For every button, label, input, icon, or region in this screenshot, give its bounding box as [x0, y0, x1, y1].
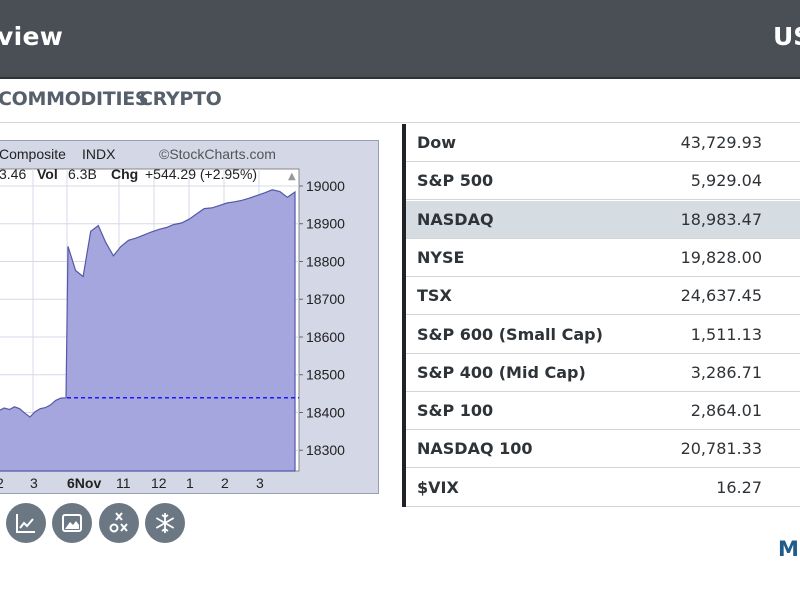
tab-crypto[interactable]: CRYPTO: [139, 88, 222, 110]
chart-watermark: ©StockCharts.com: [159, 146, 276, 162]
index-name: S&P 600 (Small Cap): [417, 324, 603, 344]
index-chart[interactable]: 19000 18900 18800 18700 18600 18500 18400 18300…: [0, 140, 379, 494]
snowflake-button[interactable]: [145, 503, 185, 543]
chart-last-fragment: 3.46: [0, 166, 26, 182]
index-row[interactable]: TSX 24,637.45: [406, 277, 800, 316]
y-tick-label: 19000: [306, 178, 345, 194]
y-tick-label: 18800: [306, 253, 345, 269]
chart-chg-value: +544.29 (+2.95%): [145, 166, 257, 182]
index-name: NYSE: [417, 247, 465, 267]
page-header: view US: [0, 0, 800, 79]
y-tick-label: 18600: [306, 329, 345, 345]
y-axis-labels: 19000 18900 18800 18700 18600 18500 18400 18300: [306, 178, 345, 458]
x-axis-labels: 236Nov1112123: [0, 475, 264, 491]
y-tick-label: 18900: [306, 216, 345, 232]
index-row[interactable]: Dow 43,729.93: [406, 124, 800, 162]
index-value: 2,864.01: [690, 401, 762, 421]
index-row[interactable]: S&P 400 (Mid Cap) 3,286.71: [406, 354, 800, 392]
y-tick-label: 18400: [306, 404, 345, 420]
line-chart-icon: [16, 514, 35, 533]
x-tick-label: 6Nov: [67, 475, 101, 491]
index-name: TSX: [417, 286, 452, 306]
chart-vol-label: Vol: [37, 166, 58, 182]
index-row[interactable]: NASDAQ 100 20,781.33: [406, 430, 800, 469]
index-value: 18,983.47: [680, 209, 762, 229]
page-title: view: [0, 22, 64, 51]
index-row[interactable]: NYSE 19,828.00: [406, 239, 800, 277]
index-value: 16.27: [716, 477, 762, 497]
index-value: 5,929.04: [690, 171, 762, 191]
index-row[interactable]: S&P 100 2,864.01: [406, 392, 800, 431]
index-value: 1,511.13: [690, 324, 762, 344]
x-tick-label: 2: [0, 475, 4, 491]
index-name: NASDAQ 100: [417, 439, 533, 459]
region-selector[interactable]: US: [773, 22, 800, 51]
x-tick-label: 3: [30, 475, 38, 491]
index-name: S&P 500: [417, 171, 494, 191]
index-value: 43,729.93: [680, 133, 762, 152]
area-chart-icon: [62, 514, 82, 532]
index-name: S&P 100: [417, 401, 494, 421]
index-name: NASDAQ: [417, 209, 494, 229]
y-tick-label: 18700: [306, 291, 345, 307]
x-tick-label: 1: [186, 475, 194, 491]
x-tick-label: 11: [116, 475, 131, 491]
tab-commodities[interactable]: COMMODITIES: [0, 88, 149, 110]
y-tick-label: 18500: [306, 367, 345, 383]
line-chart-button[interactable]: [6, 503, 46, 543]
index-table: Dow 43,729.93 S&P 500 5,929.04 NASDAQ 18,983.…: [402, 124, 800, 507]
y-tick-label: 18300: [306, 442, 345, 458]
index-value: 3,286.71: [690, 362, 762, 382]
index-name: S&P 400 (Mid Cap): [417, 362, 586, 382]
x-tick-label: 3: [256, 475, 264, 491]
chart-title-type: INDX: [82, 146, 116, 162]
x-tick-label: 2: [221, 475, 229, 491]
index-row[interactable]: S&P 500 5,929.04: [406, 162, 800, 201]
pnf-chart-button[interactable]: [99, 503, 139, 543]
chart-svg: 19000 18900 18800 18700 18600 18500 18400 18300…: [0, 146, 345, 491]
index-name: $VIX: [417, 477, 459, 497]
index-name: Dow: [417, 133, 457, 152]
x-tick-label: 12: [151, 475, 167, 491]
index-value: 24,637.45: [680, 286, 762, 306]
market-tabs: COMMODITIES CRYPTO: [0, 79, 800, 123]
more-link[interactable]: M: [778, 537, 799, 561]
price-area: [0, 189, 296, 472]
index-row[interactable]: S&P 600 (Small Cap) 1,511.13: [406, 316, 800, 354]
index-row[interactable]: NASDAQ 18,983.47: [406, 200, 800, 239]
index-value: 20,781.33: [680, 439, 762, 459]
chart-chg-label: Chg: [111, 166, 138, 182]
snowflake-icon: [155, 513, 175, 533]
chart-title-name: Composite: [0, 146, 66, 162]
area-chart-button[interactable]: [52, 503, 92, 543]
chart-vol-value: 6.3B: [68, 166, 97, 182]
pnf-chart-icon: [109, 512, 128, 533]
index-value: 19,828.00: [680, 247, 762, 267]
index-row[interactable]: $VIX 16.27: [406, 469, 800, 507]
chart-up-arrow: ▲: [288, 171, 296, 182]
